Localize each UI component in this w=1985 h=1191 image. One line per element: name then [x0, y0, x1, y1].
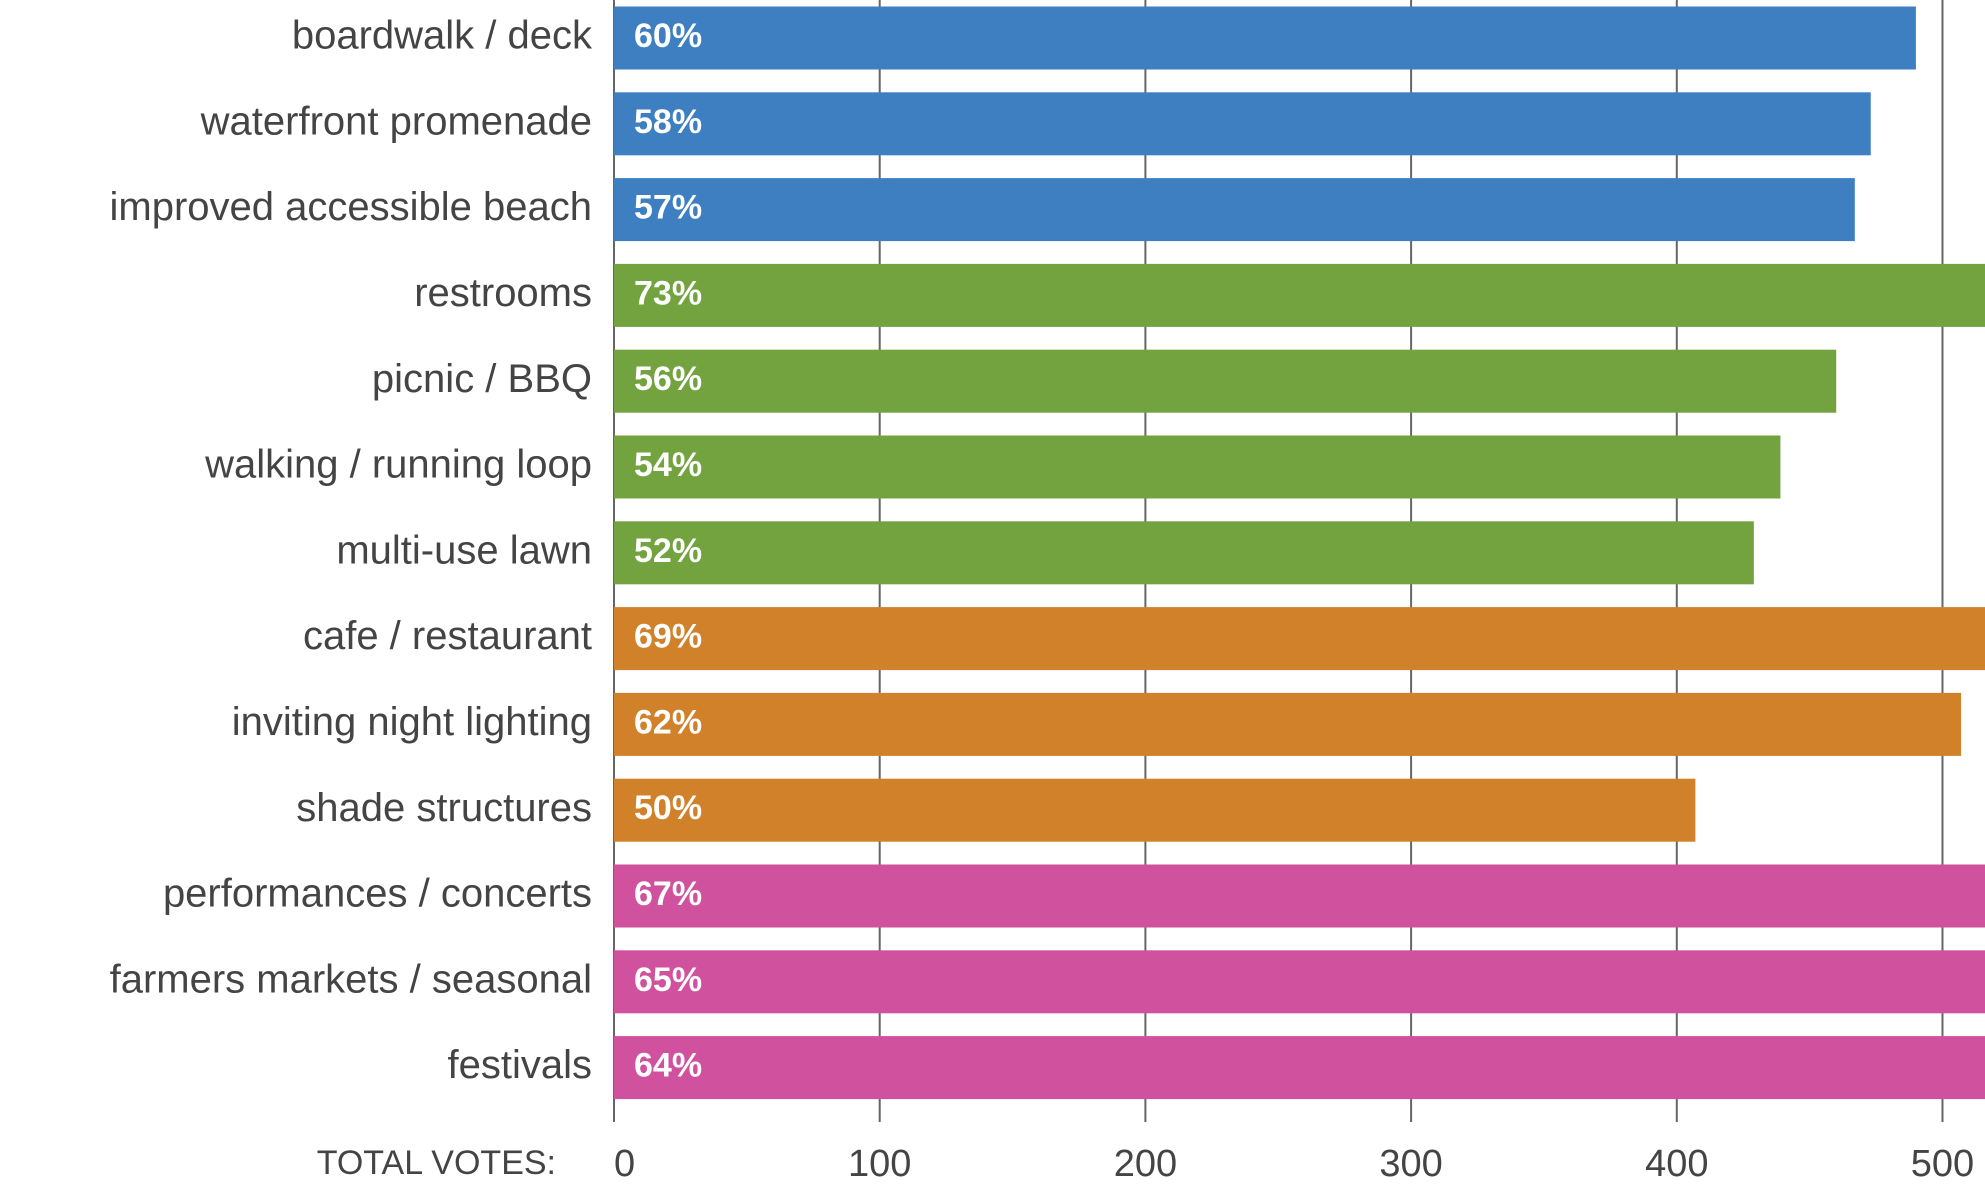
- bar-label: 64%: [634, 1047, 702, 1085]
- category-label: picnic / BBQ: [372, 357, 592, 401]
- bar: [614, 778, 1696, 842]
- bar: [614, 349, 1837, 413]
- x-tick-label: 300: [1379, 1143, 1442, 1185]
- category-label: improved accessible beach: [110, 185, 592, 229]
- bar: [614, 6, 1916, 70]
- x-tick-label: 200: [1114, 1143, 1177, 1185]
- bar: [614, 607, 1985, 671]
- bar-label: 69%: [634, 618, 702, 656]
- bar-label: 58%: [634, 103, 702, 141]
- bar: [614, 950, 1985, 1014]
- bar: [614, 864, 1985, 928]
- bar-label: 67%: [634, 875, 702, 913]
- bar-label: 57%: [634, 189, 702, 227]
- x-tick-label: 100: [848, 1143, 911, 1185]
- category-label: waterfront promenade: [200, 99, 592, 143]
- bar: [614, 521, 1754, 585]
- bar: [614, 178, 1855, 242]
- bar: [614, 263, 1985, 327]
- category-label: inviting night lighting: [232, 700, 592, 744]
- x-tick-label: 400: [1645, 1143, 1708, 1185]
- x-tick-label: 0: [614, 1143, 635, 1185]
- bar: [614, 92, 1871, 156]
- category-label: cafe / restaurant: [303, 614, 592, 658]
- bar-label: 56%: [634, 360, 702, 398]
- category-label: performances / concerts: [163, 872, 592, 916]
- bar-label: 52%: [634, 532, 702, 570]
- bar-label: 50%: [634, 789, 702, 827]
- x-axis-label: TOTAL VOTES:: [317, 1144, 556, 1182]
- bar-label: 65%: [634, 961, 702, 999]
- category-label: shade structures: [296, 786, 592, 830]
- bar: [614, 435, 1781, 499]
- bar-label: 62%: [634, 703, 702, 741]
- category-label: festivals: [448, 1043, 593, 1087]
- category-label: walking / running loop: [204, 443, 592, 487]
- bar: [614, 1036, 1985, 1100]
- bar-label: 60%: [634, 17, 702, 55]
- category-label: farmers markets / seasonal: [110, 957, 592, 1001]
- bar-label: 73%: [634, 274, 702, 312]
- bar: [614, 692, 1962, 756]
- category-label: multi-use lawn: [336, 528, 592, 572]
- bar-label: 54%: [634, 446, 702, 484]
- x-tick-label: 500: [1911, 1143, 1974, 1185]
- category-label: restrooms: [414, 271, 592, 315]
- category-label: boardwalk / deck: [292, 14, 593, 58]
